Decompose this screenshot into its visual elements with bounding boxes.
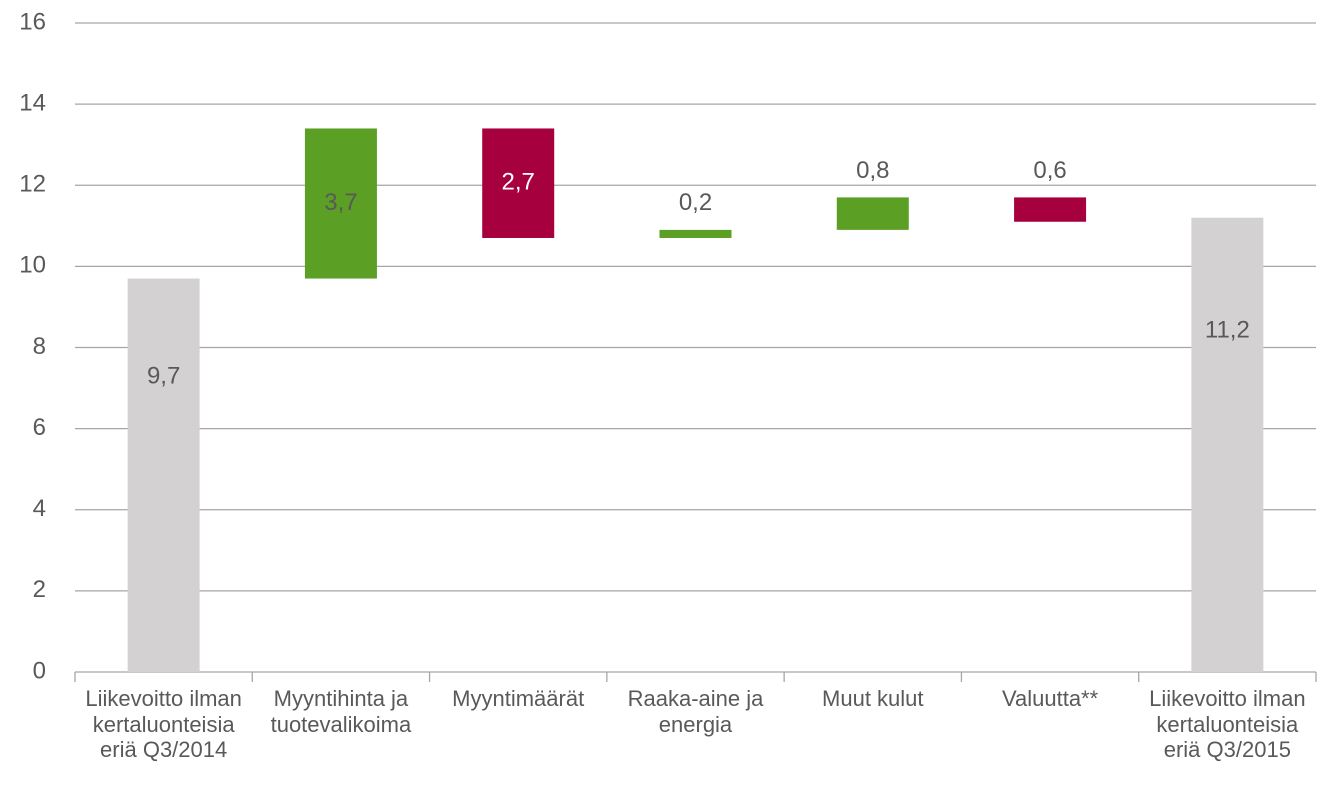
x-tick-label-box: Valuutta** (1001, 686, 1099, 711)
x-tick-label-box: Liikevoitto ilman kertaluonteisia eriä Q… (85, 686, 242, 763)
x-tick-label-box: Raaka-aine ja energia (627, 686, 764, 737)
value-label: 9,7 (147, 362, 180, 389)
x-tick-label: Liikevoitto ilman kertaluonteisia eriä Q… (1149, 686, 1306, 763)
x-tick-label: Muut kulut (822, 686, 924, 711)
x-tick-label-box: Muut kulut (822, 686, 924, 711)
x-tick-label: Liikevoitto ilman kertaluonteisia eriä Q… (85, 686, 242, 763)
y-tick-label: 10 (19, 252, 46, 279)
y-tick-label: 16 (19, 8, 46, 35)
x-tick-label-box: Myyntimäärät (452, 686, 585, 711)
value-label: 3,7 (324, 189, 357, 216)
bar (304, 128, 377, 279)
value-label: 0,6 (1033, 157, 1066, 184)
x-tick-label: Raaka-aine ja energia (627, 686, 764, 737)
bar (482, 128, 555, 238)
x-tick-label: Myyntihinta ja tuotevalikoima (270, 686, 412, 737)
y-tick-label: 6 (33, 414, 46, 441)
y-tick-label: 8 (33, 333, 46, 360)
value-label: 11,2 (1205, 317, 1250, 344)
y-tick-label: 4 (33, 495, 46, 522)
value-label: 0,2 (679, 189, 712, 216)
value-label: 2,7 (502, 169, 535, 196)
y-tick-label: 12 (19, 171, 46, 198)
value-label: 0,8 (856, 157, 889, 184)
y-tick-label: 14 (19, 89, 46, 116)
x-tick-label-box: Liikevoitto ilman kertaluonteisia eriä Q… (1149, 686, 1306, 763)
bar (659, 229, 732, 238)
y-tick-label: 0 (33, 657, 46, 684)
y-tick-label: 2 (33, 576, 46, 603)
bar (127, 278, 200, 672)
x-tick-label: Valuutta** (1001, 686, 1099, 711)
x-tick-label: Myyntimäärät (452, 686, 585, 711)
bar (1014, 197, 1087, 222)
bar (1191, 217, 1264, 672)
x-tick-label-box: Myyntihinta ja tuotevalikoima (270, 686, 412, 737)
bar (836, 197, 909, 230)
